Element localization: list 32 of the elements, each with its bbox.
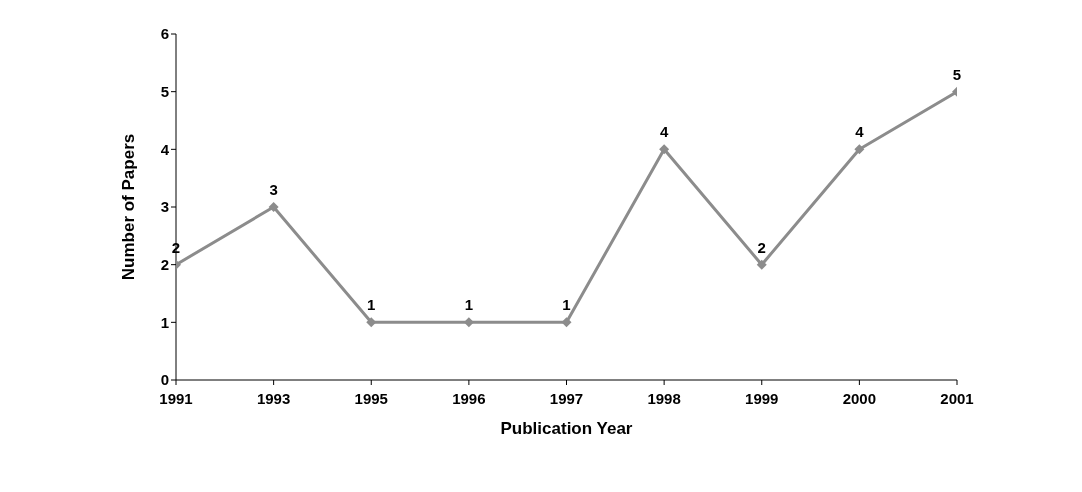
y-tick-label: 0 <box>160 371 169 389</box>
point <box>659 144 670 155</box>
x-tick-label: 1993 <box>256 389 291 407</box>
x-axis-title: Publication Year <box>500 419 633 438</box>
x-tick-label: 1995 <box>354 389 388 407</box>
x-tick-label: 1991 <box>159 389 193 407</box>
y-tick-label: 5 <box>160 82 169 100</box>
y-tick-label: 4 <box>160 140 170 158</box>
x-tick-label: 1998 <box>647 389 681 407</box>
data-label: 5 <box>952 65 962 83</box>
data-label: 1 <box>464 296 474 314</box>
x-tick-label: 1997 <box>549 389 584 407</box>
point <box>268 202 279 212</box>
point <box>561 317 572 328</box>
x-tick-label: 2001 <box>940 389 974 407</box>
point <box>854 144 865 155</box>
data-label: 1 <box>562 296 571 314</box>
y-tick-label: 2 <box>160 255 169 273</box>
y-tick-label: 6 <box>160 25 169 43</box>
data-label: 3 <box>269 181 278 198</box>
data-label: 2 <box>757 238 766 256</box>
y-tick-label: 3 <box>160 198 169 216</box>
data-label: 2 <box>171 238 181 256</box>
data-label: 4 <box>855 123 865 141</box>
data-label: 1 <box>367 296 376 314</box>
point <box>756 259 767 270</box>
x-tick-label: 2000 <box>842 389 877 407</box>
x-tick-label: 1996 <box>452 389 486 407</box>
data-label: 4 <box>659 123 669 141</box>
y-axis-title: Number of Papers <box>119 133 139 281</box>
y-tick-label: 1 <box>160 313 169 331</box>
x-tick-label: 1999 <box>745 389 779 407</box>
